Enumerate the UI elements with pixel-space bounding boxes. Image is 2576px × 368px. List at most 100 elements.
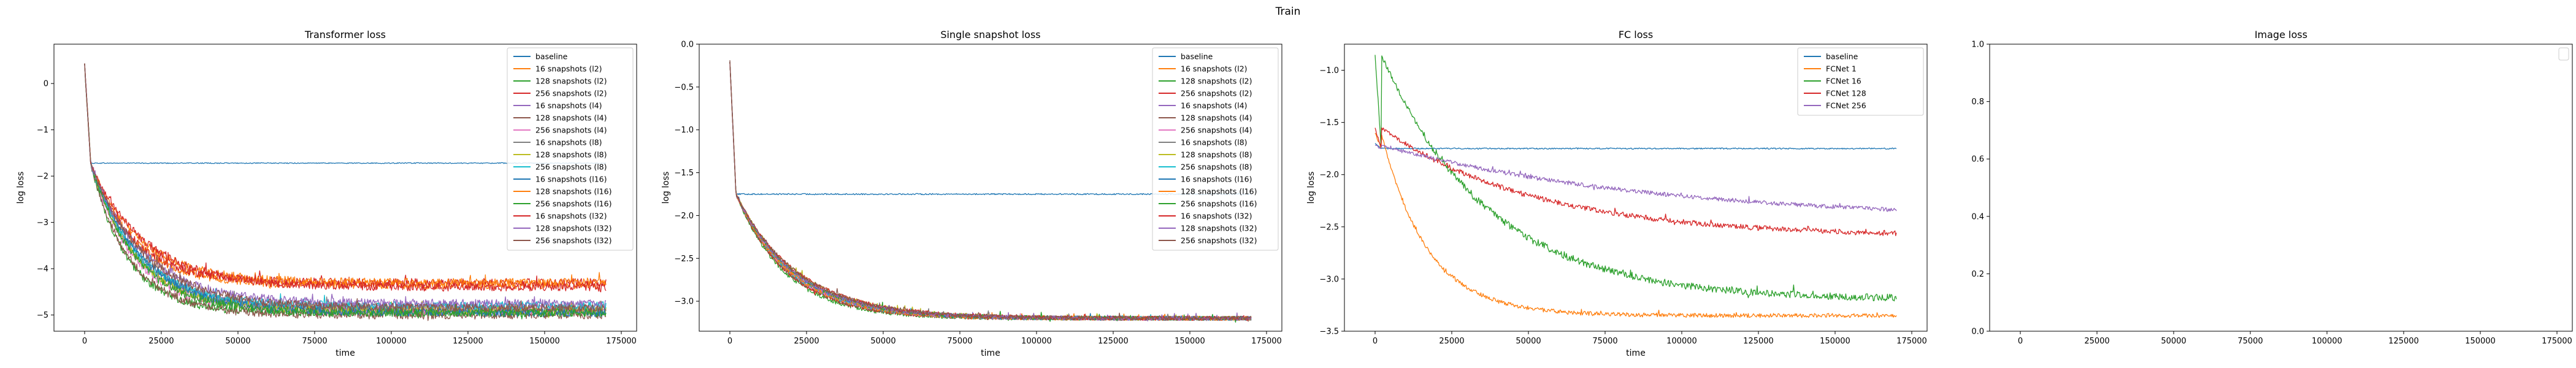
x-tick-label: 25000 — [794, 337, 819, 346]
y-tick-label: −3.0 — [674, 297, 694, 307]
legend-entry: FCNet 1 — [1826, 64, 1857, 74]
legend-entry: 128 snapshots (l4) — [1181, 113, 1252, 123]
legend-entry: 16 snapshots (l4) — [1181, 101, 1248, 110]
x-tick-label: 50000 — [1516, 337, 1541, 346]
x-tick-label: 175000 — [1896, 337, 1927, 346]
y-tick-label: −1.0 — [1319, 66, 1339, 75]
series-line — [1374, 127, 1897, 236]
legend-entry: 256 snapshots (l8) — [535, 163, 607, 172]
y-tick-label: −2.0 — [1319, 171, 1339, 180]
y-tick-label: −0.5 — [674, 83, 694, 92]
y-tick-label: −1 — [37, 126, 48, 135]
x-tick-label: 150000 — [529, 337, 560, 346]
x-tick-label: 0 — [2018, 337, 2023, 346]
legend-entry: 16 snapshots (l16) — [1181, 175, 1252, 184]
legend — [2558, 47, 2569, 61]
axes-frame — [1344, 44, 1928, 332]
legend-entry: baseline — [1181, 52, 1213, 61]
legend-entry: 128 snapshots (l32) — [1181, 224, 1257, 233]
legend: baseline 16 snapshots (l2) 128 snapshots (… — [507, 47, 634, 251]
x-tick-label: 125000 — [2388, 337, 2419, 346]
legend-entry: baseline — [1826, 52, 1858, 61]
x-tick-label: 50000 — [2161, 337, 2186, 346]
y-tick-label: 0.6 — [1971, 155, 1984, 164]
chart-panel-3: FC loss 0 25000 50000 75000 100000 125000 15000… — [1306, 29, 1928, 358]
series-line — [1374, 143, 1897, 150]
legend-box — [507, 47, 634, 251]
x-tick-label: 50000 — [870, 337, 895, 346]
y-axis-label: log loss — [661, 172, 671, 204]
y-tick-label: −3 — [37, 218, 48, 228]
y-tick-label: −2.5 — [1319, 223, 1339, 232]
legend-entry: FCNet 16 — [1826, 77, 1861, 86]
legend-entry: 128 snapshots (l32) — [535, 224, 611, 233]
x-axis-label: time — [1626, 348, 1646, 358]
chart-panel-4: Image loss 0 25000 50000 75000 100000 125000 15… — [1971, 29, 2573, 346]
legend-box — [2558, 47, 2569, 61]
legend-entry: 256 snapshots (l2) — [1181, 89, 1252, 98]
legend-entry: 16 snapshots (l4) — [535, 101, 602, 110]
x-tick-label: 75000 — [947, 337, 972, 346]
legend: baseline FCNet 1 FCNet 16 FCNet 128 FCNet 25… — [1797, 47, 1924, 116]
x-tick-label: 100000 — [1666, 337, 1697, 346]
legend-entry: FCNet 256 — [1826, 101, 1866, 110]
x-tick-label: 125000 — [1098, 337, 1129, 346]
y-tick-label: −1.0 — [674, 126, 694, 135]
series-line — [1374, 144, 1897, 212]
y-tick-label: 0 — [44, 80, 48, 89]
chart-title: FC loss — [1619, 29, 1653, 40]
legend-entry: 128 snapshots (l2) — [535, 77, 607, 86]
figure-suptitle: Train — [1275, 6, 1301, 18]
legend-entry: 16 snapshots (l2) — [535, 64, 602, 74]
x-tick-label: 125000 — [453, 337, 483, 346]
series-group — [84, 63, 607, 321]
series-group — [729, 60, 1252, 323]
legend-entry: 256 snapshots (l4) — [1181, 126, 1252, 135]
y-tick-label: −1.5 — [1319, 118, 1339, 128]
legend-entry: 16 snapshots (l8) — [1181, 138, 1248, 147]
y-tick-label: −2 — [37, 172, 48, 182]
y-tick-label: −1.5 — [674, 169, 694, 178]
x-tick-label: 75000 — [2237, 337, 2263, 346]
legend-entry: 256 snapshots (l16) — [1181, 199, 1257, 209]
legend-entry: 256 snapshots (l32) — [1181, 236, 1257, 245]
x-tick-label: 0 — [727, 337, 732, 346]
legend-entry: 128 snapshots (l8) — [535, 150, 607, 159]
series-line — [84, 63, 607, 293]
x-tick-label: 0 — [1373, 337, 1378, 346]
legend-entry: baseline — [535, 52, 568, 61]
y-tick-label: 1.0 — [1971, 40, 1984, 50]
legend-entry: 16 snapshots (l32) — [1181, 212, 1252, 221]
x-tick-label: 175000 — [1251, 337, 1282, 346]
axes-frame — [699, 44, 1282, 332]
x-tick-label: 0 — [82, 337, 87, 346]
x-tick-label: 50000 — [225, 337, 250, 346]
x-tick-label: 75000 — [302, 337, 327, 346]
y-tick-label: −3.5 — [1319, 328, 1339, 337]
legend-entry: 16 snapshots (l16) — [535, 175, 607, 184]
chart-panel-2: Single snapshot loss 0 25000 50000 75000 1000… — [661, 29, 1282, 358]
y-tick-label: 0.2 — [1971, 270, 1984, 279]
x-tick-label: 25000 — [148, 337, 174, 346]
legend-box — [1152, 47, 1279, 251]
x-tick-label: 150000 — [1175, 337, 1205, 346]
x-tick-label: 175000 — [606, 337, 637, 346]
chart-panel-1: Transformer loss 0 25000 50000 75000 100000 12… — [16, 29, 637, 358]
axes-frame — [1989, 44, 2573, 332]
legend-entry: 128 snapshots (l16) — [535, 187, 611, 196]
legend-box — [1797, 47, 1924, 116]
y-axis-label: log loss — [1306, 172, 1316, 204]
legend-entry: FCNet 128 — [1826, 89, 1866, 98]
x-axis-label: time — [335, 348, 355, 358]
series-line — [1374, 132, 1897, 318]
x-tick-label: 75000 — [1592, 337, 1617, 346]
x-tick-label: 25000 — [2084, 337, 2109, 346]
legend-entry: 256 snapshots (l4) — [535, 126, 607, 135]
legend-entry: 256 snapshots (l16) — [535, 199, 611, 209]
y-tick-label: 0.4 — [1971, 212, 1984, 221]
series-line — [84, 63, 607, 313]
y-tick-label: −2.0 — [674, 212, 694, 221]
legend: baseline 16 snapshots (l2) 128 snapshots (… — [1152, 47, 1279, 251]
series-line — [729, 61, 1252, 321]
